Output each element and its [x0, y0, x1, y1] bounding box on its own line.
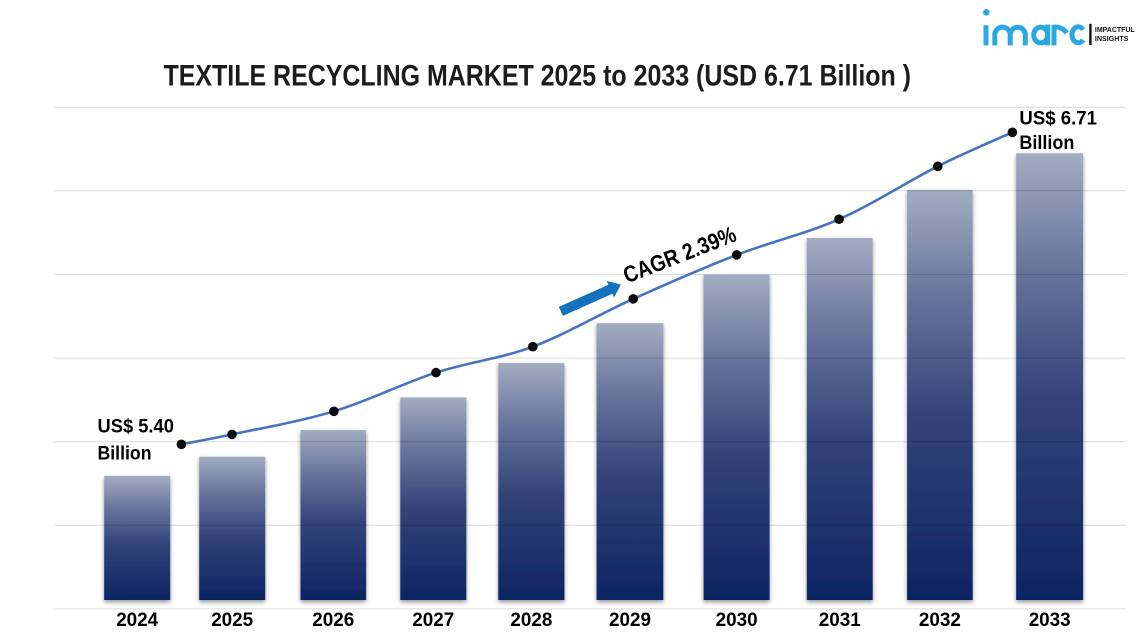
svg-text:INSIGHTS: INSIGHTS — [1095, 34, 1129, 43]
svg-text:IMPACTFUL: IMPACTFUL — [1095, 25, 1135, 34]
svg-text:2031: 2031 — [819, 609, 861, 631]
svg-text:2030: 2030 — [716, 609, 758, 631]
svg-text:US$ 6.71: US$ 6.71 — [1019, 107, 1097, 129]
svg-text:2026: 2026 — [312, 609, 354, 631]
svg-text:2024: 2024 — [116, 609, 158, 631]
svg-text:Billion: Billion — [1019, 132, 1074, 154]
svg-text:2029: 2029 — [609, 609, 651, 631]
svg-text:2033: 2033 — [1029, 609, 1071, 631]
svg-text:2028: 2028 — [510, 609, 552, 631]
svg-text:TEXTILE RECYCLING MARKET 2025: TEXTILE RECYCLING MARKET 2025 to 2033 (U… — [164, 59, 912, 92]
svg-text:2027: 2027 — [412, 609, 454, 631]
svg-text:US$ 5.40: US$ 5.40 — [98, 416, 175, 438]
svg-text:Billion: Billion — [98, 443, 152, 465]
svg-text:2032: 2032 — [919, 609, 961, 631]
svg-text:2025: 2025 — [211, 609, 253, 631]
